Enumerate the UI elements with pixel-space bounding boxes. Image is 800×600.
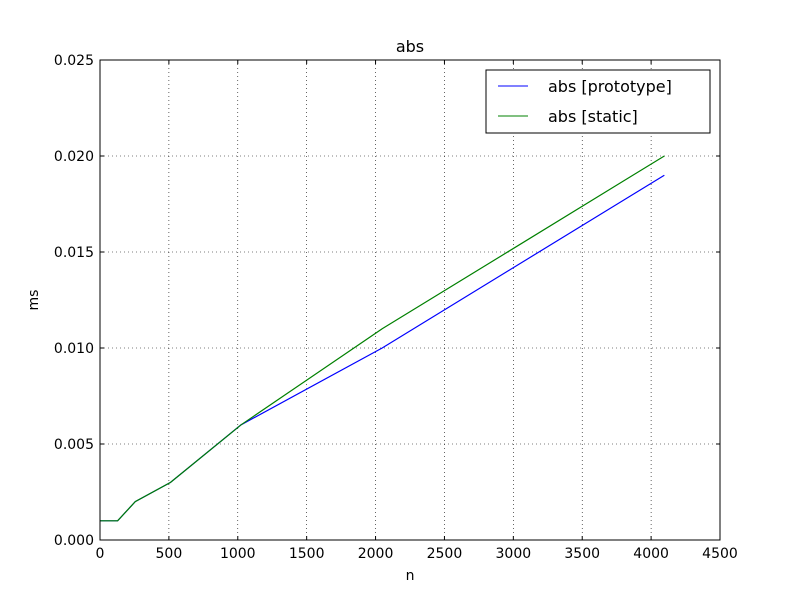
x-tick-label: 500 <box>156 546 183 562</box>
y-axis-label: ms <box>26 290 42 311</box>
x-axis-label: n <box>406 568 415 584</box>
y-tick-label: 0.020 <box>54 149 94 165</box>
y-tick-label: 0.000 <box>54 533 94 549</box>
y-tick-label: 0.015 <box>54 245 94 261</box>
x-tick-label: 3000 <box>496 546 532 562</box>
legend-label-static: abs [static] <box>548 107 638 126</box>
y-tick-label: 0.025 <box>54 53 94 69</box>
chart-title: abs <box>396 37 424 56</box>
y-tick-labels: 0.000 0.005 0.010 0.015 0.020 0.025 <box>54 53 94 549</box>
plot-area-frame <box>99 59 721 541</box>
x-tick-label: 2000 <box>358 546 394 562</box>
x-tick-label: 1000 <box>220 546 256 562</box>
y-tick-label: 0.010 <box>54 341 94 357</box>
legend: abs [prototype] abs [static] <box>485 69 711 134</box>
series-line-1 <box>100 155 665 522</box>
x-tick-label: 0 <box>96 546 105 562</box>
x-tick-label: 3500 <box>564 546 600 562</box>
x-tick-label: 4000 <box>633 546 669 562</box>
axis-ticks <box>99 59 721 541</box>
y-tick-label: 0.005 <box>54 437 94 453</box>
x-tick-label: 2500 <box>427 546 463 562</box>
x-tick-label: 1500 <box>289 546 325 562</box>
x-tick-labels: 0 500 1000 1500 2000 2500 3000 3500 4000 4500 <box>96 546 738 562</box>
grid-lines <box>100 60 720 540</box>
series-lines <box>100 155 665 522</box>
legend-label-prototype: abs [prototype] <box>548 77 672 96</box>
legend-box <box>485 69 711 134</box>
x-tick-label: 4500 <box>702 546 738 562</box>
